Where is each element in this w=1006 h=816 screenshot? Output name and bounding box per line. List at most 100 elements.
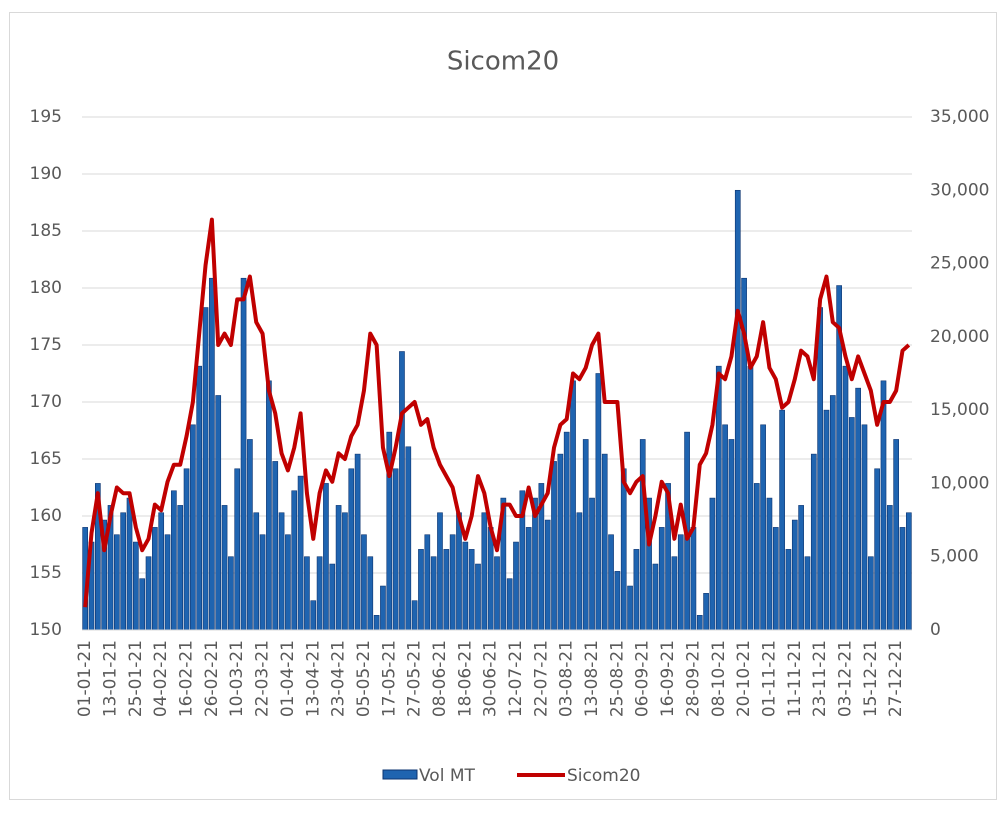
bar	[880, 380, 887, 631]
bar	[703, 593, 709, 631]
bar	[418, 549, 424, 631]
bar	[247, 439, 253, 631]
y-tick-label: 165	[30, 449, 62, 469]
y-tick-label: 155	[30, 563, 62, 583]
x-tick-label: 26-02-21	[202, 640, 222, 717]
bar	[348, 468, 355, 631]
y2-tick-label: 10,000	[930, 473, 989, 493]
x-tick-label: 06-09-21	[633, 640, 653, 717]
bar	[126, 497, 133, 631]
x-tick-label: 13-01-21	[101, 640, 121, 717]
bar	[253, 512, 260, 631]
bar	[690, 527, 697, 631]
chart-title: Sicom20	[447, 47, 559, 77]
bar	[582, 439, 589, 631]
bar	[462, 541, 469, 631]
x-tick-label: 28-09-21	[683, 640, 703, 717]
bar	[747, 365, 754, 631]
x-tick-label: 17-05-21	[379, 640, 399, 717]
x-tick-label: 16-09-21	[658, 640, 678, 717]
y2-tick-label: 35,000	[930, 107, 989, 127]
x-tick-label: 13-08-21	[582, 640, 602, 717]
bar	[114, 534, 120, 631]
bar	[817, 307, 823, 631]
bar	[506, 578, 513, 631]
bar	[899, 527, 906, 631]
bar	[291, 490, 298, 631]
x-tick-label: 03-08-21	[557, 640, 577, 717]
bar	[905, 512, 912, 631]
x-tick-label: 15-12-21	[861, 640, 881, 717]
bar	[791, 519, 798, 631]
y-tick-label: 185	[30, 221, 62, 241]
bar	[354, 453, 361, 631]
x-tick-label: 23-04-21	[329, 640, 349, 717]
y-tick-label: 160	[30, 506, 62, 526]
bar	[709, 497, 716, 631]
bar	[842, 365, 849, 631]
x-tick-label: 11-11-21	[785, 640, 805, 717]
bar	[158, 512, 165, 631]
bar	[329, 563, 336, 631]
bar	[202, 307, 209, 631]
y-tick-label: 195	[30, 107, 62, 127]
bar	[240, 277, 247, 631]
bar	[620, 468, 627, 631]
bar	[367, 556, 374, 631]
bar	[576, 512, 583, 631]
bar	[335, 505, 342, 631]
y2-tick-label: 30,000	[930, 180, 989, 200]
bar	[481, 512, 488, 631]
bar	[627, 585, 633, 631]
bar	[475, 563, 481, 631]
bar	[804, 556, 811, 631]
bar	[234, 468, 241, 631]
bar	[310, 600, 317, 631]
bar	[399, 351, 405, 631]
bar	[829, 395, 836, 631]
bar	[430, 556, 437, 631]
bar	[639, 439, 646, 631]
bar	[449, 534, 456, 631]
y2-tick-label: 25,000	[930, 254, 989, 274]
x-tick-label: 01-04-21	[278, 640, 298, 717]
bar	[285, 534, 291, 631]
line	[83, 217, 911, 608]
bar	[867, 556, 874, 631]
bar	[810, 453, 817, 631]
y-tick-label: 175	[30, 335, 62, 355]
bar	[728, 439, 735, 631]
bar	[297, 475, 304, 631]
x-tick-label: 22-03-21	[253, 640, 273, 717]
bar	[874, 468, 880, 631]
bar	[614, 571, 621, 631]
x-tick-label: 01-01-21	[75, 640, 95, 717]
x-tick-label: 25-08-21	[607, 640, 627, 717]
bar	[785, 549, 792, 631]
bar	[487, 527, 494, 631]
bar	[715, 365, 722, 631]
bar	[544, 519, 551, 631]
bar	[779, 409, 785, 631]
bar	[513, 541, 519, 631]
bar	[437, 512, 443, 631]
y-tick-label: 170	[30, 392, 62, 412]
bar	[361, 534, 367, 631]
x-tick-label: 27-12-21	[886, 640, 906, 717]
bar	[392, 468, 399, 631]
bar	[557, 453, 564, 631]
bar	[671, 556, 678, 631]
bar	[589, 497, 595, 631]
bar	[177, 505, 184, 631]
bar	[766, 497, 773, 631]
legend-label: Vol MT	[419, 766, 476, 786]
y2-tick-label: 0	[930, 620, 941, 640]
x-tick-label: 18-06-21	[455, 640, 475, 717]
bar	[164, 534, 171, 631]
bar	[525, 527, 532, 631]
bar	[893, 439, 899, 631]
bar	[183, 468, 190, 631]
x-tick-label: 03-12-21	[835, 640, 855, 717]
x-tick-label: 13-04-21	[303, 640, 323, 717]
x-tick-label: 27-05-21	[405, 640, 425, 717]
